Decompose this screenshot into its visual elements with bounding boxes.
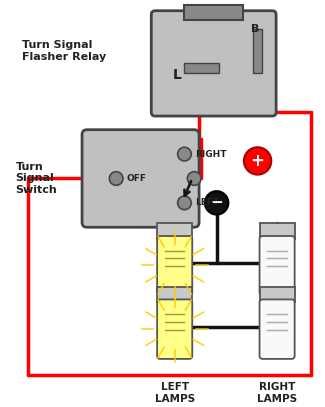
FancyBboxPatch shape (260, 236, 295, 295)
Bar (185, 63, 219, 73)
FancyBboxPatch shape (151, 11, 276, 116)
Text: LEFT: LEFT (195, 198, 219, 207)
Circle shape (188, 172, 201, 185)
Circle shape (109, 172, 123, 185)
Text: +: + (251, 152, 265, 170)
Text: Turn
Signal
Switch: Turn Signal Switch (16, 162, 58, 195)
Circle shape (244, 147, 271, 175)
Text: −: − (210, 195, 223, 210)
FancyBboxPatch shape (157, 236, 192, 295)
Bar (260, 287, 295, 302)
FancyBboxPatch shape (82, 130, 199, 227)
FancyBboxPatch shape (157, 300, 192, 359)
Text: B: B (251, 24, 259, 34)
Text: L: L (173, 68, 182, 82)
Text: RIGHT
LAMPS: RIGHT LAMPS (257, 382, 297, 404)
Text: OFF: OFF (127, 174, 147, 183)
Circle shape (205, 191, 228, 214)
Bar (185, 5, 243, 20)
Bar (260, 223, 295, 239)
FancyBboxPatch shape (260, 300, 295, 359)
Bar (157, 287, 192, 302)
Bar (253, 29, 263, 73)
Bar (157, 223, 192, 239)
Circle shape (178, 196, 191, 210)
Text: Turn Signal
Flasher Relay: Turn Signal Flasher Relay (21, 40, 106, 61)
Text: RIGHT: RIGHT (195, 150, 227, 159)
Circle shape (178, 147, 191, 161)
Text: LEFT
LAMPS: LEFT LAMPS (155, 382, 195, 404)
